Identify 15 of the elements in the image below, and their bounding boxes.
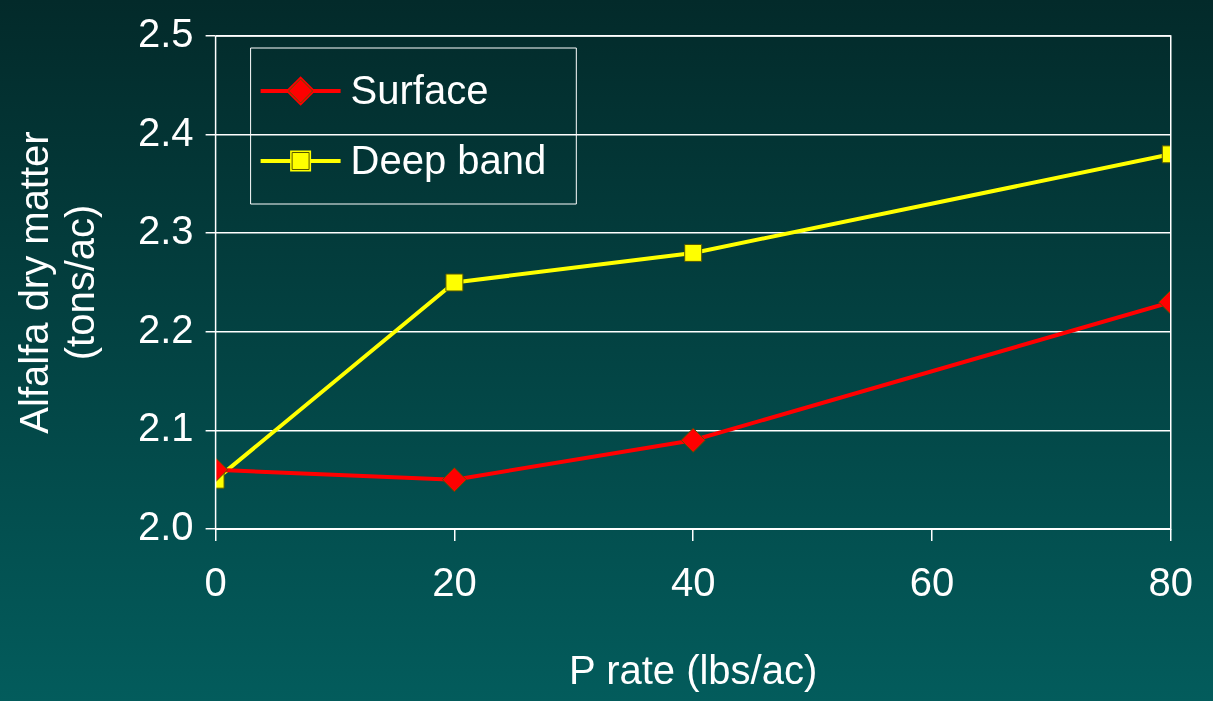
y-tick-label: 2.1 — [138, 405, 194, 450]
y-tick-label: 2.2 — [138, 306, 194, 351]
x-tick-label: 0 — [204, 560, 227, 605]
x-tick-label: 80 — [1148, 560, 1193, 605]
legend-label: Surface — [350, 68, 489, 113]
legend-label: Deep band — [350, 138, 547, 183]
y-tick-label: 2.5 — [138, 11, 194, 56]
y-axis-title: Alfalfa dry matter (tons/ac) — [12, 131, 103, 434]
y-tick-label: 2.4 — [138, 109, 194, 154]
x-tick-label: 60 — [909, 560, 955, 605]
y-tick-label: 2.3 — [138, 208, 194, 253]
x-axis-title: P rate (lbs/ac) — [569, 648, 818, 693]
x-tick-label: 40 — [670, 560, 716, 605]
x-tick-label: 20 — [432, 560, 477, 605]
y-tick-label: 2.0 — [138, 504, 194, 549]
